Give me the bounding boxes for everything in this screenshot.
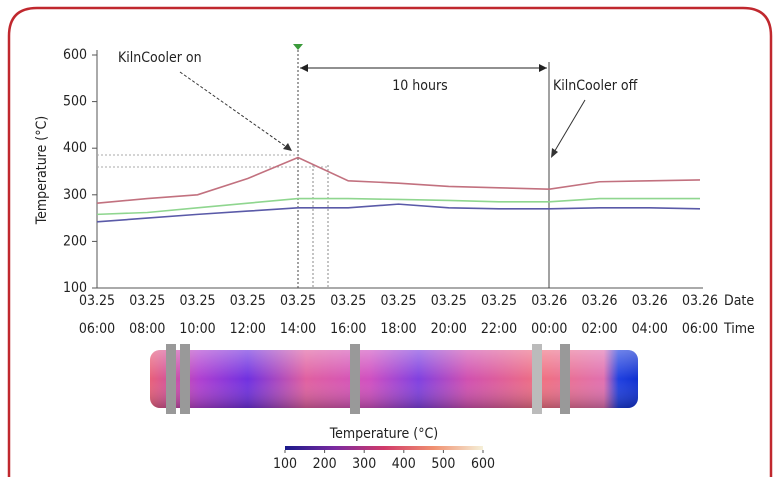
y-tick-label: 300 — [63, 187, 87, 203]
kiln-shade — [150, 350, 638, 408]
x-tick-label: 03.25 — [129, 293, 165, 309]
colorbar-tick-label: 200 — [313, 456, 337, 472]
x-tick-label: 04:00 — [632, 321, 668, 337]
x-tick-label: 00:00 — [531, 321, 567, 337]
x-axis-label: Date — [724, 293, 754, 309]
colorbar-label: Temperature (°C) — [329, 426, 438, 442]
x-tick-label: 12:00 — [230, 321, 266, 337]
x-tick-label: 03.25 — [380, 293, 416, 309]
y-tick-label: 200 — [63, 233, 87, 249]
annotation: 10 hours — [392, 78, 447, 94]
x-axis-label: Time — [723, 321, 755, 337]
x-tick-label: 18:00 — [380, 321, 416, 337]
y-tick-label: 100 — [63, 280, 87, 296]
arrow-head — [283, 143, 292, 151]
x-tick-label: 03.26 — [682, 293, 718, 309]
x-tick-label: 03.25 — [179, 293, 215, 309]
marker-icon — [293, 44, 303, 50]
y-axis-label: Temperature (°C) — [34, 116, 50, 225]
annotation: KilnCooler on — [118, 50, 202, 66]
x-tick-label: 16:00 — [330, 321, 366, 337]
colorbar-tick-label: 400 — [392, 456, 416, 472]
arrow-head — [551, 148, 558, 158]
x-tick-label: 08:00 — [129, 321, 165, 337]
colorbar-tick-label: 500 — [431, 456, 455, 472]
x-tick-label: 14:00 — [280, 321, 316, 337]
series-line — [96, 197, 700, 216]
colorbar-tick-label: 600 — [471, 456, 495, 472]
x-tick-label: 03.25 — [280, 293, 316, 309]
colorbar-tick-label: 300 — [352, 456, 376, 472]
x-tick-label: 22:00 — [481, 321, 517, 337]
series-line — [96, 156, 701, 204]
x-tick-label: 03.25 — [230, 293, 266, 309]
kiln-ring — [532, 344, 542, 414]
x-tick-label: 03.25 — [79, 293, 115, 309]
x-tick-label: 03.25 — [330, 293, 366, 309]
x-tick-label: 02:00 — [581, 321, 617, 337]
x-tick-label: 03.25 — [481, 293, 517, 309]
x-tick-label: 03.25 — [431, 293, 467, 309]
y-tick-label: 500 — [63, 94, 87, 110]
frame — [7, 6, 773, 477]
y-tick-label: 600 — [63, 47, 87, 63]
x-tick-label: 03.26 — [632, 293, 668, 309]
colorbar — [285, 446, 483, 450]
annotation-arrow — [552, 99, 586, 155]
y-tick-label: 400 — [63, 140, 87, 156]
x-tick-label: 20:00 — [431, 321, 467, 337]
x-tick-label: 06:00 — [682, 321, 718, 337]
x-tick-label: 03.26 — [531, 293, 567, 309]
kiln-ring — [180, 344, 190, 414]
kiln-ring — [166, 344, 176, 414]
x-tick-label: 06:00 — [79, 321, 115, 337]
series-line — [96, 203, 701, 223]
x-tick-label: 10:00 — [179, 321, 215, 337]
kiln-ring — [350, 344, 360, 414]
annotation: KilnCooler off — [553, 78, 638, 94]
kiln-ring — [560, 344, 570, 414]
colorbar-tick-label: 100 — [273, 456, 297, 472]
x-tick-label: 03.26 — [581, 293, 617, 309]
annotation-arrow — [179, 71, 289, 149]
